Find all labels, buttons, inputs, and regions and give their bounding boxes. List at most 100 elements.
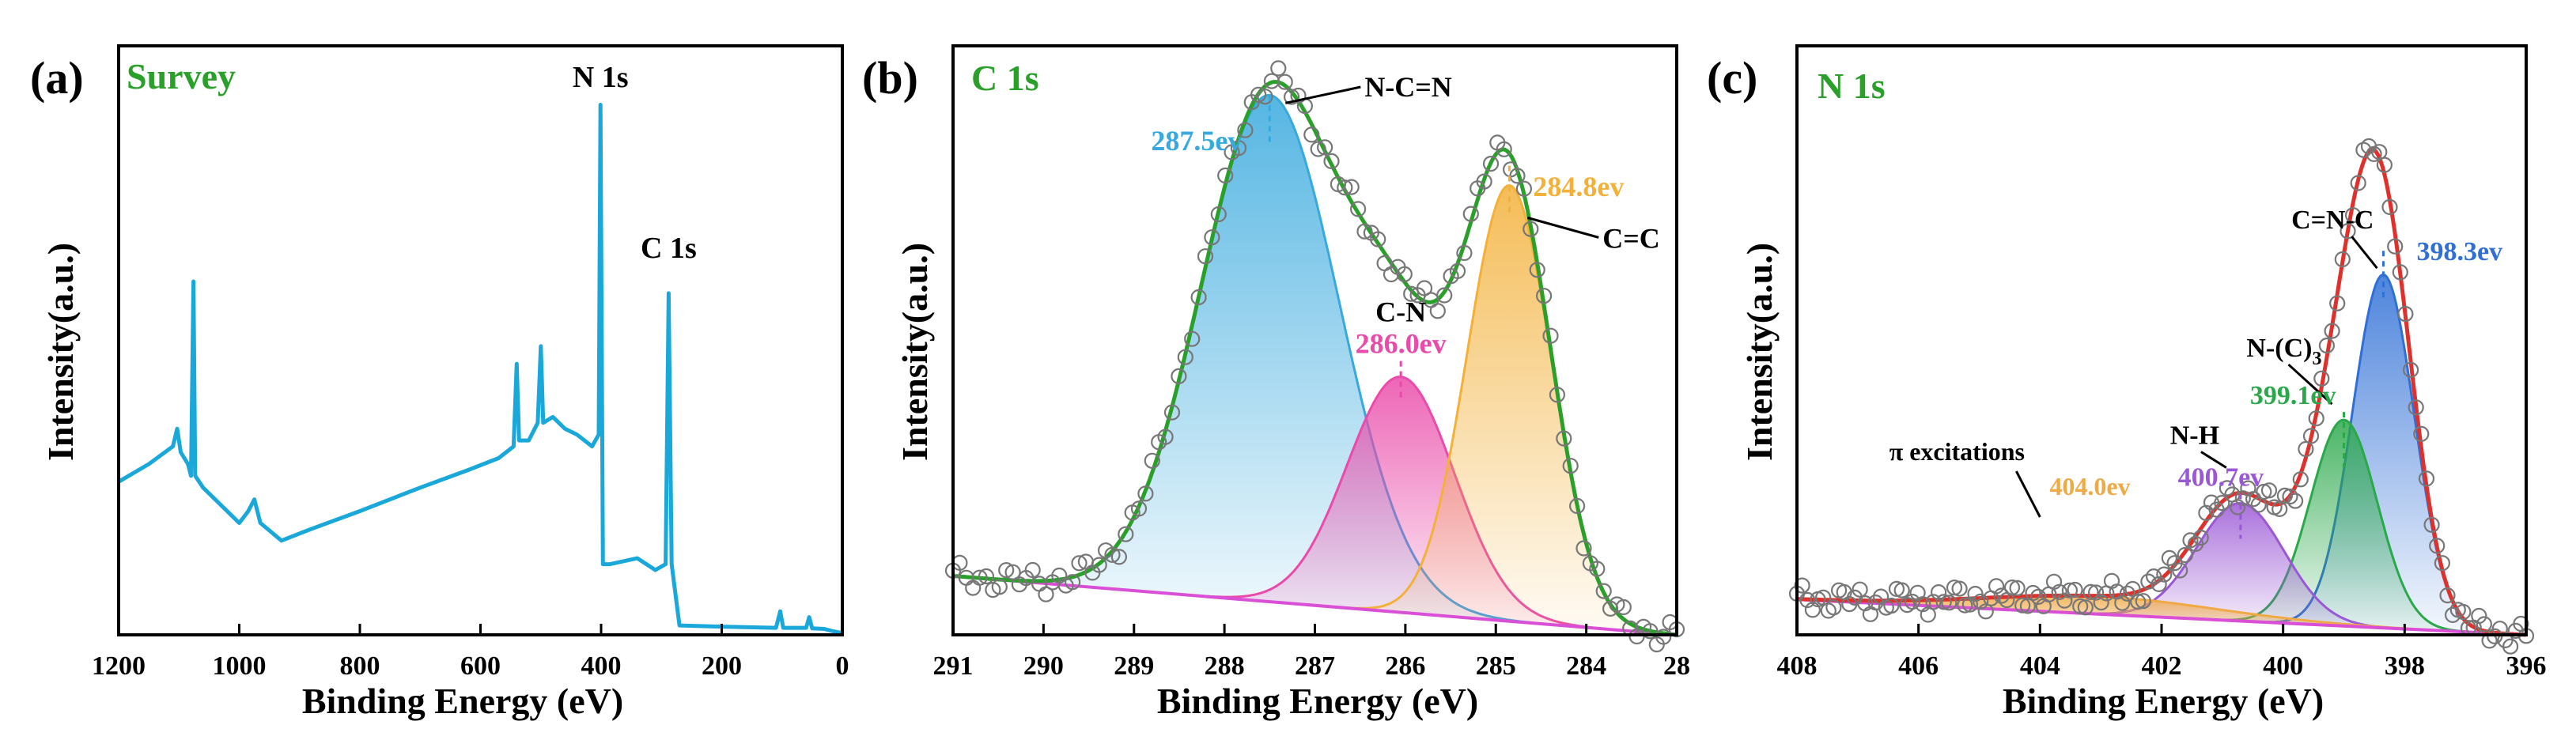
survey-spectrum-line xyxy=(117,103,843,636)
n1s-data-point xyxy=(1973,593,1989,610)
c1s-data-point xyxy=(1449,262,1466,279)
n1s-x-tick-label: 400 xyxy=(2263,651,2303,681)
n1s-data-point xyxy=(1931,583,1947,601)
c1s-data-point xyxy=(1118,526,1134,542)
panel-c-title: N 1s xyxy=(1818,66,1886,106)
c1s-data-point xyxy=(1303,126,1320,143)
panel-b-c1s: (b) C 1s Intensity(a.u.) Binding Energy … xyxy=(862,44,1690,721)
c1s-data-point xyxy=(1462,206,1479,222)
nh-energy-label: 400.7ev xyxy=(2178,462,2264,492)
c1s-peak-annotation: C 1s xyxy=(641,232,697,265)
c1s-data-point xyxy=(1403,285,1420,302)
nc3-subscript: 3 xyxy=(2313,349,2322,369)
n1s-data-point xyxy=(1794,577,1810,594)
c1s-data-point xyxy=(1482,156,1500,172)
panel-a-x-tick-label: 1000 xyxy=(213,651,267,681)
n1s-data-point xyxy=(1820,602,1836,619)
cnc-annotation-arrow xyxy=(2351,236,2378,270)
n1s-data-point xyxy=(1925,594,1942,610)
n1s-x-tick-label: 398 xyxy=(2385,651,2425,681)
c1s-envelope-fit xyxy=(952,80,1678,637)
n1s-data-point xyxy=(2077,599,2094,616)
n1s-data-point xyxy=(2271,500,2288,518)
n1s-data-point xyxy=(2014,597,2031,614)
n1s-data-point xyxy=(2061,582,2078,598)
panel-c-n1s: (c) N 1s Intensity(a.u.) Binding Energy … xyxy=(1707,44,2547,721)
n1s-data-point xyxy=(2308,410,2324,427)
panel-b-ylabel: Intensity(a.u.) xyxy=(895,243,935,461)
c1s-x-tick-label: 285 xyxy=(1476,651,1516,681)
c1s-x-tick-label: 286 xyxy=(1385,651,1425,681)
n1s-data-point xyxy=(1904,593,1920,610)
n1s-data-point xyxy=(2471,607,2487,625)
n1s-measured-data xyxy=(1788,138,2535,655)
n1s-data-point xyxy=(2056,592,2073,609)
cc-annotation-text: C=C xyxy=(1602,222,1660,254)
c1s-data-point xyxy=(965,580,982,596)
c1s-data-point xyxy=(1204,229,1220,246)
panel-a-x-tick-label: 0 xyxy=(836,651,849,681)
ncn-energy-label: 287.5ev xyxy=(1151,125,1242,157)
c1s-data-point xyxy=(1064,574,1081,591)
n1s-data-point xyxy=(2355,142,2372,158)
c1s-x-tick-label: 287 xyxy=(1295,651,1335,681)
c1s-data-point xyxy=(1237,122,1254,138)
panel-c-annotations: C=N-C 398.3ev N-(C) 3 399.1ev N-H 400.7e… xyxy=(1889,206,2502,539)
n1s-data-point xyxy=(2329,295,2346,311)
c1s-x-tick-label: 291 xyxy=(933,651,974,681)
c1s-c-c-component-area xyxy=(953,185,1677,635)
c1s-x-tick-label: 289 xyxy=(1114,651,1154,681)
n1s-data-point xyxy=(2156,566,2173,583)
c1s-data-point xyxy=(1595,583,1612,599)
c1s-data-point xyxy=(1310,141,1326,157)
c1s-data-point xyxy=(1535,288,1553,304)
c1s-data-point xyxy=(1024,561,1041,579)
c1s-data-point xyxy=(978,568,995,585)
n1s-peak-annotation: N 1s xyxy=(573,61,629,94)
panel-a-ylabel: Intensity(a.u.) xyxy=(40,243,81,461)
c1s-data-point xyxy=(1416,280,1433,296)
panel-c-xlabel: Binding Energy (eV) xyxy=(2003,681,2324,721)
n1s-data-point xyxy=(2045,573,2063,590)
panel-b-title: C 1s xyxy=(971,58,1039,98)
n1s-data-point xyxy=(2172,562,2188,579)
c1s-n-c-n-component-area xyxy=(953,95,1677,635)
n1s-data-point xyxy=(2214,494,2230,512)
panel-a-survey: (a) Survey Intensity(a.u.) Binding Energ… xyxy=(30,44,849,721)
cc-energy-label: 284.8ev xyxy=(1533,171,1624,202)
c1s-data-point xyxy=(1549,387,1566,403)
c1s-data-point xyxy=(1104,546,1121,563)
c1s-data-point xyxy=(1210,206,1227,223)
c1s-data-point xyxy=(1184,330,1201,347)
n1s-data-point xyxy=(2067,581,2083,598)
c1s-data-point xyxy=(1263,73,1280,89)
n1s-data-point xyxy=(2082,583,2099,601)
n1s-data-point xyxy=(2093,594,2109,611)
c1s-data-point xyxy=(1529,262,1545,278)
n1s-data-point xyxy=(2088,584,2105,601)
panel-a-x-tick-label: 600 xyxy=(460,651,501,681)
n1s-data-point xyxy=(2161,549,2177,567)
c1s-data-point xyxy=(1642,623,1659,640)
n1s-x-tick-label: 406 xyxy=(1898,651,1939,681)
n1s-data-point xyxy=(2130,593,2147,610)
nc3-annotation-arrow xyxy=(2287,363,2333,406)
c1s-c-n-component-area xyxy=(953,376,1677,635)
c1s-data-point xyxy=(1316,139,1333,156)
n1s-data-point xyxy=(2260,482,2278,499)
c1s-data-point xyxy=(1323,153,1340,169)
cn-annotation-text: C-N xyxy=(1375,296,1426,328)
n1s-data-point xyxy=(2150,576,2167,593)
c1s-data-point xyxy=(1575,540,1592,557)
c1s-data-point xyxy=(1091,557,1107,573)
c1s-x-tick-label: 288 xyxy=(1205,651,1245,681)
c1s-data-point xyxy=(1568,497,1586,515)
panel-a-x-tick-label: 800 xyxy=(340,651,380,681)
n1s-data-point xyxy=(2003,579,2021,596)
c1s-data-point xyxy=(1257,89,1273,105)
c1s-data-point xyxy=(1523,221,1539,237)
n1s-data-point xyxy=(2350,175,2366,191)
ncn-annotation-arrow xyxy=(1284,85,1361,104)
nh-annotation-text: N-H xyxy=(2170,421,2219,450)
c1s-data-point xyxy=(991,579,1008,595)
